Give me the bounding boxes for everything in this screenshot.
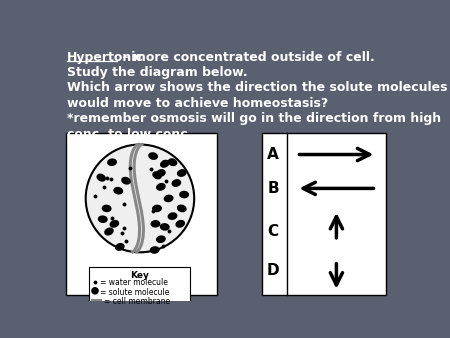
Ellipse shape: [99, 216, 107, 222]
Ellipse shape: [168, 159, 177, 165]
Ellipse shape: [164, 195, 173, 201]
Bar: [66, 133, 217, 295]
Text: would move to achieve homeostasis?: would move to achieve homeostasis?: [67, 97, 328, 110]
Ellipse shape: [153, 205, 161, 212]
Text: Key: Key: [130, 271, 148, 280]
Ellipse shape: [151, 221, 160, 227]
Ellipse shape: [157, 184, 165, 190]
Text: Study the diagram below.: Study the diagram below.: [67, 66, 248, 79]
Ellipse shape: [116, 244, 124, 250]
Circle shape: [86, 145, 194, 252]
Ellipse shape: [168, 213, 177, 219]
Bar: [89, 267, 189, 310]
Ellipse shape: [161, 224, 169, 230]
Ellipse shape: [149, 153, 158, 159]
Text: Hypertonic: Hypertonic: [67, 51, 144, 64]
Ellipse shape: [153, 172, 161, 179]
Text: C: C: [268, 224, 279, 239]
Ellipse shape: [97, 174, 105, 181]
Circle shape: [92, 288, 98, 294]
Text: = water molecule: = water molecule: [99, 279, 167, 288]
Ellipse shape: [176, 221, 184, 227]
Text: = solute molecule: = solute molecule: [99, 288, 169, 297]
Ellipse shape: [180, 192, 189, 198]
Text: A: A: [267, 147, 279, 162]
Ellipse shape: [157, 236, 165, 242]
Text: – more concentrated outside of cell.: – more concentrated outside of cell.: [118, 51, 375, 64]
Ellipse shape: [178, 170, 186, 176]
Ellipse shape: [178, 205, 186, 212]
Text: = cell membrane: = cell membrane: [104, 297, 170, 306]
Ellipse shape: [122, 177, 130, 184]
Ellipse shape: [105, 228, 113, 235]
Ellipse shape: [110, 221, 118, 227]
Text: Which arrow shows the direction the solute molecules: Which arrow shows the direction the solu…: [67, 81, 448, 94]
Text: conc. to low conc.: conc. to low conc.: [67, 127, 193, 141]
Ellipse shape: [108, 159, 116, 165]
Ellipse shape: [157, 170, 165, 176]
Text: D: D: [267, 263, 279, 277]
Ellipse shape: [114, 188, 122, 194]
Text: B: B: [267, 181, 279, 196]
Ellipse shape: [102, 205, 111, 212]
Ellipse shape: [172, 180, 180, 186]
Bar: [261, 133, 386, 295]
Ellipse shape: [161, 161, 169, 167]
Ellipse shape: [150, 247, 159, 253]
Text: *remember osmosis will go in the direction from high: *remember osmosis will go in the directi…: [67, 112, 441, 125]
